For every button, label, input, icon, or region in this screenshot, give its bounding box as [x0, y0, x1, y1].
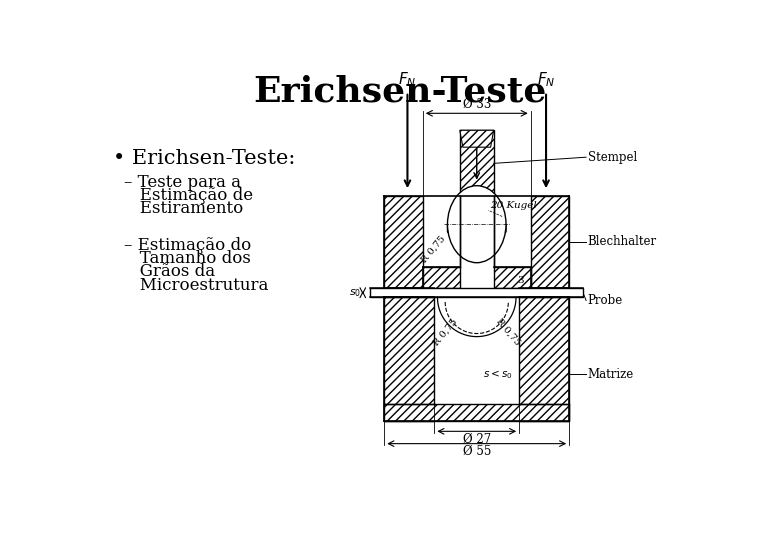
Text: R 0,75: R 0,75: [495, 317, 522, 347]
Text: $s_0$: $s_0$: [349, 287, 361, 299]
Text: – Estimação do: – Estimação do: [124, 237, 251, 254]
Text: $F_N$: $F_N$: [399, 70, 417, 89]
Text: R 0,75: R 0,75: [431, 317, 459, 347]
Text: Blechhalter: Blechhalter: [587, 235, 657, 248]
Text: Ø 55: Ø 55: [463, 445, 491, 458]
Bar: [385, 298, 434, 421]
Text: Estiramento: Estiramento: [124, 200, 243, 217]
Bar: [494, 267, 530, 288]
Text: Matrize: Matrize: [587, 368, 634, 381]
Bar: [519, 298, 569, 421]
Text: $F_N$: $F_N$: [537, 70, 555, 89]
Text: R 0,75: R 0,75: [420, 234, 448, 265]
Text: Estimação de: Estimação de: [124, 187, 254, 204]
Text: 3: 3: [517, 276, 524, 285]
Polygon shape: [448, 195, 506, 262]
Text: Stempel: Stempel: [587, 151, 637, 164]
Text: Microestrutura: Microestrutura: [124, 276, 268, 294]
Bar: [460, 130, 494, 195]
Text: Probe: Probe: [587, 294, 623, 307]
Bar: [385, 403, 569, 421]
Text: Grãos da: Grãos da: [124, 264, 215, 280]
Text: – Teste para a: – Teste para a: [124, 174, 241, 191]
Text: Ø 33: Ø 33: [463, 98, 491, 111]
Bar: [385, 195, 423, 288]
Text: 20 Kugel: 20 Kugel: [490, 201, 537, 211]
Text: Tamanho dos: Tamanho dos: [124, 251, 251, 267]
Ellipse shape: [448, 186, 506, 262]
Bar: [530, 195, 569, 288]
Bar: [370, 288, 583, 298]
Text: Erichsen-Teste: Erichsen-Teste: [253, 75, 547, 109]
Text: • Erichsen-Teste:: • Erichsen-Teste:: [113, 150, 296, 168]
Bar: [423, 267, 460, 288]
Text: $s < s_0$: $s < s_0$: [483, 368, 512, 381]
Text: Ø 27: Ø 27: [463, 433, 491, 446]
Polygon shape: [460, 130, 494, 147]
